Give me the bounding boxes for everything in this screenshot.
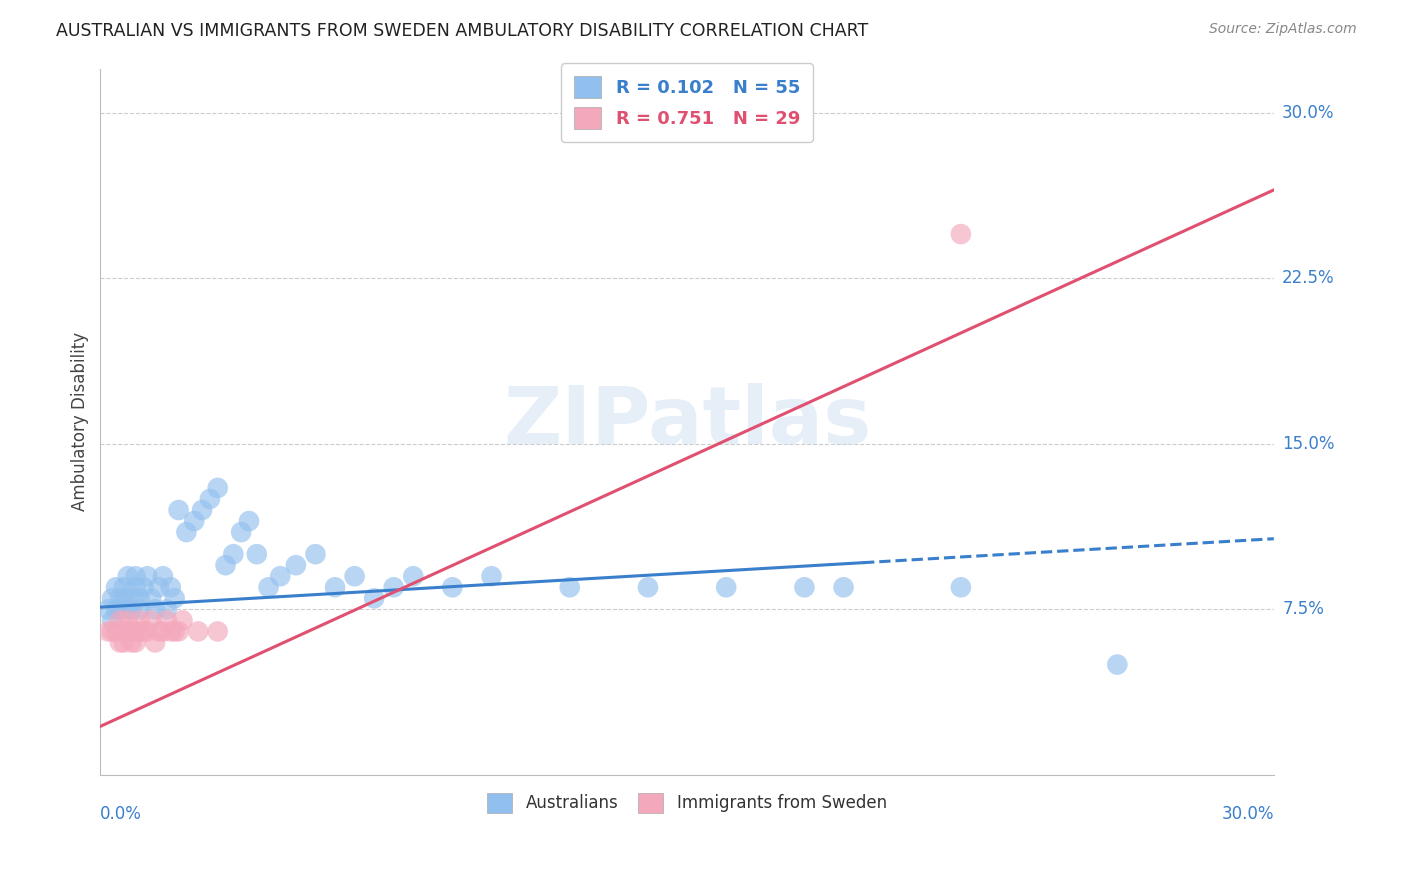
Point <box>128 591 150 606</box>
Point <box>382 580 405 594</box>
Point <box>136 624 159 639</box>
Point <box>105 602 128 616</box>
Point <box>163 624 186 639</box>
Point <box>101 591 124 606</box>
Point <box>108 614 131 628</box>
Text: 30.0%: 30.0% <box>1222 805 1274 823</box>
Point <box>105 624 128 639</box>
Point <box>112 580 135 594</box>
Point <box>143 635 166 649</box>
Point <box>187 624 209 639</box>
Point <box>117 624 139 639</box>
Point <box>167 503 190 517</box>
Point <box>231 525 253 540</box>
Point <box>117 614 139 628</box>
Point <box>105 580 128 594</box>
Point <box>714 580 737 594</box>
Point <box>246 547 269 561</box>
Point <box>304 547 326 561</box>
Point <box>176 525 198 540</box>
Point <box>128 614 150 628</box>
Point <box>238 514 260 528</box>
Text: AUSTRALIAN VS IMMIGRANTS FROM SWEDEN AMBULATORY DISABILITY CORRELATION CHART: AUSTRALIAN VS IMMIGRANTS FROM SWEDEN AMB… <box>56 22 869 40</box>
Text: 22.5%: 22.5% <box>1282 269 1334 287</box>
Point <box>949 227 972 241</box>
Point <box>128 624 150 639</box>
Point <box>152 624 174 639</box>
Point <box>207 481 229 495</box>
Point <box>558 580 581 594</box>
Point <box>441 580 464 594</box>
Point <box>172 614 194 628</box>
Point <box>108 635 131 649</box>
Point <box>101 614 124 628</box>
Point <box>152 569 174 583</box>
Text: ZIPatlas: ZIPatlas <box>503 383 872 461</box>
Point <box>167 624 190 639</box>
Point <box>402 569 425 583</box>
Point <box>112 635 135 649</box>
Point <box>121 635 143 649</box>
Point <box>481 569 503 583</box>
Point <box>214 558 236 573</box>
Point <box>269 569 291 583</box>
Point <box>124 580 146 594</box>
Point <box>143 602 166 616</box>
Text: 15.0%: 15.0% <box>1282 434 1334 453</box>
Point <box>136 569 159 583</box>
Point <box>191 503 214 517</box>
Point <box>108 591 131 606</box>
Point <box>124 635 146 649</box>
Point <box>132 624 155 639</box>
Point <box>363 591 385 606</box>
Point <box>117 569 139 583</box>
Text: Source: ZipAtlas.com: Source: ZipAtlas.com <box>1209 22 1357 37</box>
Point <box>132 580 155 594</box>
Y-axis label: Ambulatory Disability: Ambulatory Disability <box>72 332 89 511</box>
Point <box>156 614 179 628</box>
Point <box>124 624 146 639</box>
Point <box>112 591 135 606</box>
Point <box>793 580 815 594</box>
Point <box>207 624 229 639</box>
Text: 7.5%: 7.5% <box>1282 600 1324 618</box>
Point <box>121 624 143 639</box>
Point <box>141 614 163 628</box>
Text: 30.0%: 30.0% <box>1282 103 1334 121</box>
Point <box>121 602 143 616</box>
Point <box>222 547 245 561</box>
Point <box>1107 657 1129 672</box>
Point <box>637 580 659 594</box>
Point <box>148 580 170 594</box>
Point <box>148 624 170 639</box>
Point <box>141 591 163 606</box>
Point <box>97 602 120 616</box>
Point <box>198 491 221 506</box>
Point <box>163 591 186 606</box>
Text: 0.0%: 0.0% <box>100 805 142 823</box>
Point <box>112 624 135 639</box>
Point <box>117 602 139 616</box>
Point <box>949 580 972 594</box>
Point <box>159 624 181 639</box>
Point <box>323 580 346 594</box>
Point <box>183 514 205 528</box>
Point <box>101 624 124 639</box>
Point <box>156 602 179 616</box>
Point <box>97 624 120 639</box>
Point <box>121 591 143 606</box>
Point <box>284 558 307 573</box>
Point <box>128 602 150 616</box>
Point <box>124 569 146 583</box>
Legend: Australians, Immigrants from Sweden: Australians, Immigrants from Sweden <box>477 783 897 823</box>
Point <box>257 580 280 594</box>
Point <box>108 602 131 616</box>
Point <box>832 580 855 594</box>
Point <box>343 569 366 583</box>
Point <box>159 580 181 594</box>
